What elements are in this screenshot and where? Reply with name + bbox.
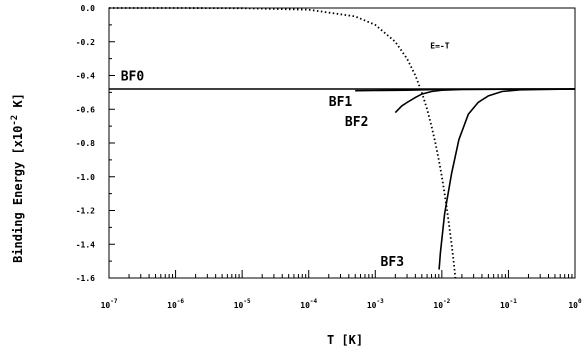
y-axis: 0.0 -0.2 -0.4 -0.6 -0.8 -1.0 -1.2 -1.4 -1.6 [76,4,115,283]
y-axis-title-exponent: -2 [10,115,20,126]
y-tick-label: -1.6 [76,274,95,283]
x-axis: 10-7 10-6 10-5 10-4 10-3 10-2 10-1 100 [101,270,582,310]
series-labels: BF0 BF1 BF2 BF3 E=-T [121,42,450,271]
x-tick-label: 10-2 [433,298,450,310]
y-tick-label: -0.6 [76,105,95,114]
y-tick-label: -1.4 [76,240,95,249]
x-axis-title: T [K] [327,333,363,347]
series-line-e-t [109,7,457,279]
y-tick-label: -1.2 [76,207,95,216]
y-tick-label: -0.2 [76,38,95,47]
x-tick-label: 10-5 [234,298,251,310]
y-tick-label: 0.0 [81,4,96,13]
series-line-bf3 [438,88,576,270]
y-axis-title-group: Binding Energy [x10-2 K] [10,93,25,263]
series-label-bf1: BF1 [329,95,353,110]
x-tick-label: 10-3 [367,298,384,310]
plot-area [108,7,576,279]
series-label-bf2: BF2 [345,115,368,130]
y-tick-label: -1.0 [76,173,95,182]
plot-border [108,7,576,279]
series-line-bf2 [394,88,576,114]
y-axis-title: Binding Energy [x10-2 K] [10,93,25,263]
x-tick-label: 10-4 [300,298,317,310]
series-label-bf3: BF3 [381,255,404,270]
y-axis-title-unit: K] [11,93,25,115]
y-tick-label: -0.4 [76,72,95,81]
y-axis-title-text: Binding Energy [x10 [11,126,25,263]
x-tick-label: 10-6 [167,298,184,310]
curve-annotation: E=-T [430,42,449,51]
x-tick-label: 100 [568,298,582,310]
series-label-bf0: BF0 [121,70,145,85]
x-tick-label: 10-7 [101,298,118,310]
y-tick-label: -0.8 [76,139,95,148]
series-layer [109,7,576,279]
x-tick-label: 10-1 [500,298,517,310]
